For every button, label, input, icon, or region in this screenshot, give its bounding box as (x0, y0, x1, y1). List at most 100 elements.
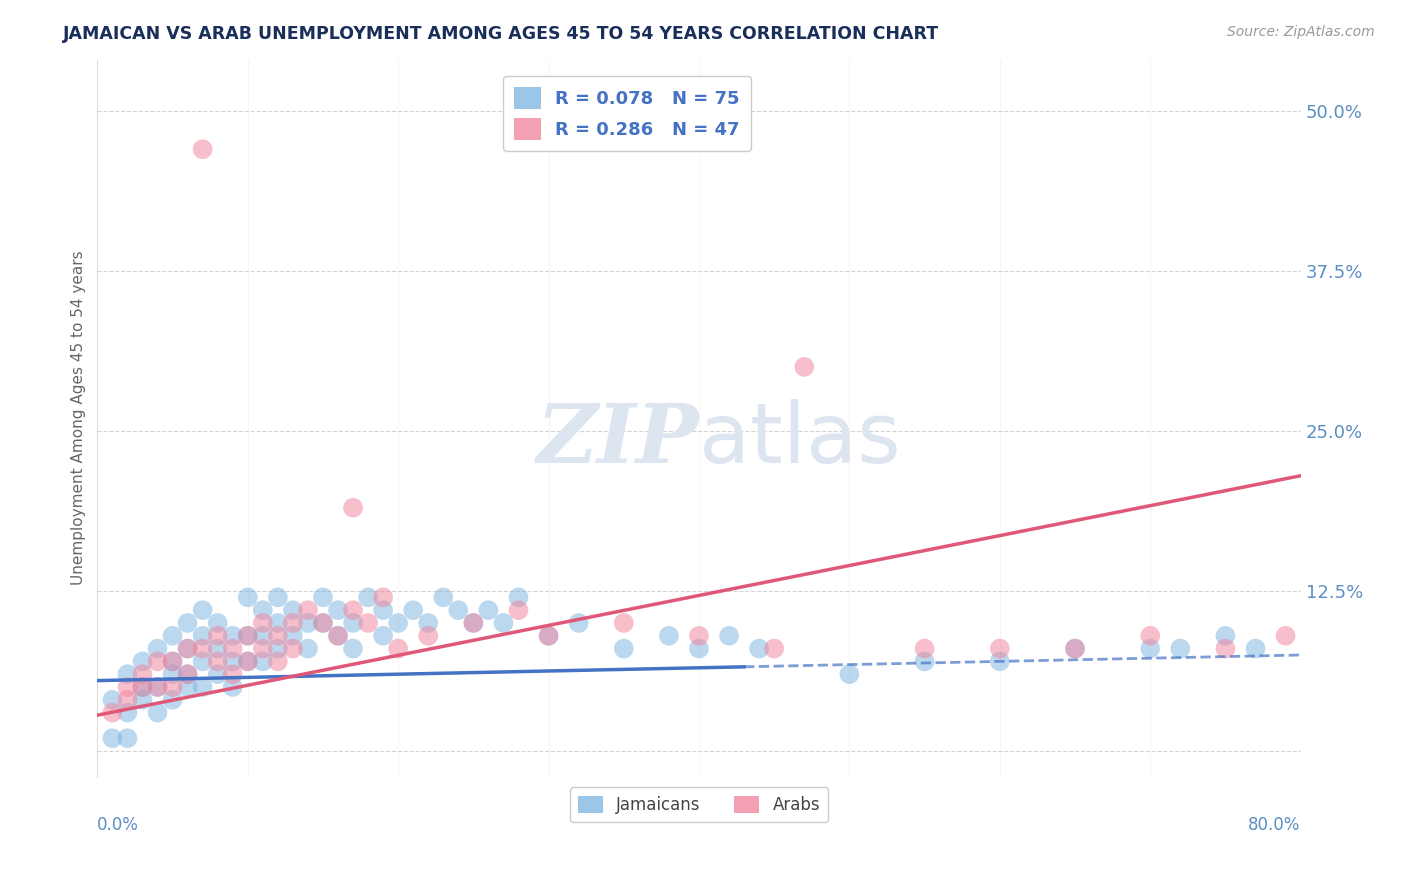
Point (763, 641, 786, 656)
Text: JAMAICAN VS ARAB UNEMPLOYMENT AMONG AGES 45 TO 54 YEARS CORRELATION CHART: JAMAICAN VS ARAB UNEMPLOYMENT AMONG AGES… (63, 25, 939, 43)
Point (131, 693, 153, 707)
Point (326, 629, 349, 643)
Point (267, 615, 290, 630)
Point (176, 667, 198, 681)
Point (492, 615, 515, 630)
Point (463, 615, 485, 630)
Point (1215, 641, 1237, 656)
Point (1274, 629, 1296, 643)
Point (508, 591, 530, 605)
Point (207, 641, 229, 656)
Point (342, 641, 364, 656)
Point (176, 667, 198, 681)
Point (537, 629, 560, 643)
Point (236, 591, 259, 605)
Text: 80.0%: 80.0% (1249, 816, 1301, 834)
Point (988, 641, 1011, 656)
Point (222, 641, 245, 656)
Point (793, 359, 815, 374)
Point (1215, 629, 1237, 643)
Point (477, 603, 499, 617)
Point (418, 615, 440, 630)
Point (101, 731, 124, 746)
Point (387, 615, 409, 630)
Point (1139, 641, 1161, 656)
Point (252, 629, 274, 643)
Point (326, 603, 349, 617)
Point (297, 603, 319, 617)
Point (267, 591, 290, 605)
Point (222, 680, 245, 694)
Point (613, 641, 636, 656)
Point (162, 629, 184, 643)
Point (1244, 641, 1267, 656)
Point (357, 591, 380, 605)
Point (191, 680, 214, 694)
Point (342, 500, 364, 515)
Point (146, 680, 169, 694)
Point (101, 706, 124, 720)
Point (312, 591, 335, 605)
Point (1168, 641, 1191, 656)
Point (568, 615, 591, 630)
Point (191, 654, 214, 668)
Point (176, 615, 198, 630)
Point (117, 693, 139, 707)
Point (222, 629, 245, 643)
Point (1139, 629, 1161, 643)
Point (418, 629, 440, 643)
Point (342, 603, 364, 617)
Point (131, 680, 153, 694)
Point (432, 591, 454, 605)
Legend: Jamaicans, Arabs: Jamaicans, Arabs (569, 788, 828, 822)
Point (162, 654, 184, 668)
Point (222, 667, 245, 681)
Point (688, 629, 710, 643)
Point (688, 641, 710, 656)
Point (252, 654, 274, 668)
Point (402, 603, 425, 617)
Point (281, 615, 304, 630)
Point (281, 603, 304, 617)
Text: ZIP: ZIP (536, 400, 699, 480)
Point (117, 680, 139, 694)
Text: atlas: atlas (699, 399, 901, 480)
Point (342, 615, 364, 630)
Point (463, 615, 485, 630)
Point (131, 654, 153, 668)
Point (176, 680, 198, 694)
Point (176, 641, 198, 656)
Point (162, 680, 184, 694)
Point (117, 667, 139, 681)
Point (176, 641, 198, 656)
Point (191, 629, 214, 643)
Point (312, 615, 335, 630)
Point (222, 654, 245, 668)
Point (117, 731, 139, 746)
Point (371, 629, 394, 643)
Point (162, 654, 184, 668)
Text: Source: ZipAtlas.com: Source: ZipAtlas.com (1227, 25, 1375, 39)
Point (281, 641, 304, 656)
Point (267, 629, 290, 643)
Point (357, 615, 380, 630)
Point (101, 693, 124, 707)
Point (387, 641, 409, 656)
Point (252, 615, 274, 630)
Point (236, 654, 259, 668)
Point (191, 603, 214, 617)
Point (146, 706, 169, 720)
Point (508, 603, 530, 617)
Point (371, 591, 394, 605)
Point (267, 654, 290, 668)
Point (236, 629, 259, 643)
Point (447, 603, 470, 617)
Point (748, 641, 770, 656)
Point (1064, 641, 1087, 656)
Point (297, 641, 319, 656)
Point (1064, 641, 1087, 656)
Point (207, 667, 229, 681)
Y-axis label: Unemployment Among Ages 45 to 54 years: Unemployment Among Ages 45 to 54 years (72, 251, 86, 585)
Point (281, 629, 304, 643)
Point (267, 641, 290, 656)
